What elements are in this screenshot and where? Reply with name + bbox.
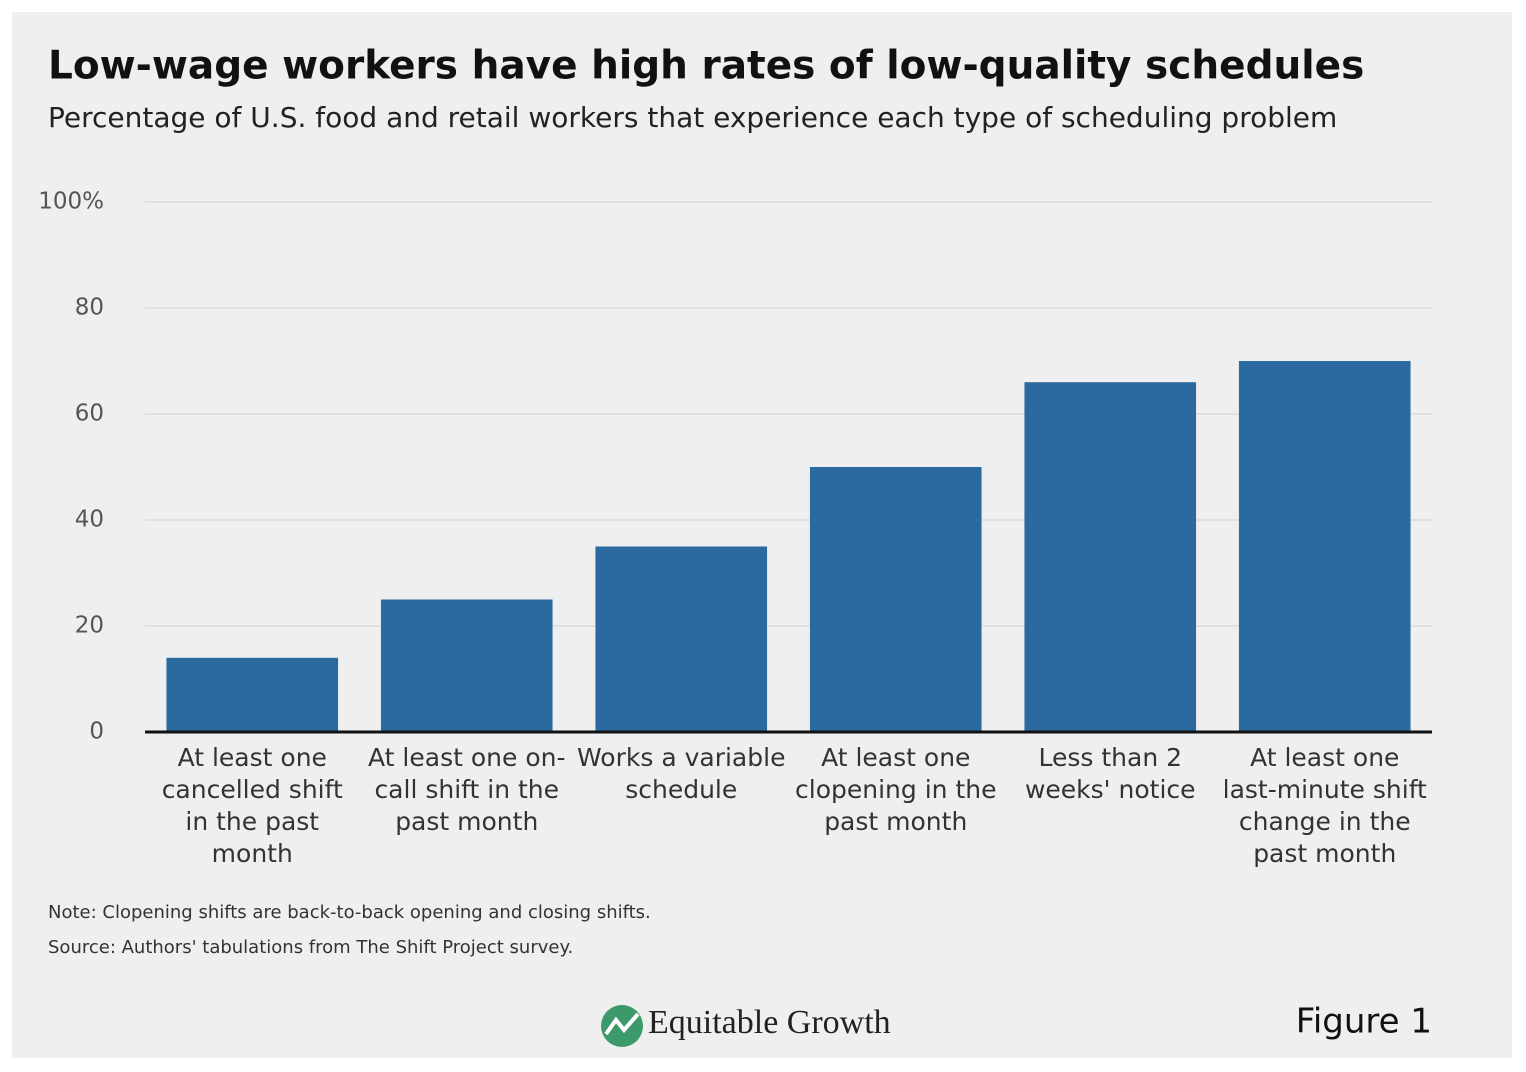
bar xyxy=(595,546,768,732)
x-tick-label: At least one cancelled shift in the past… xyxy=(161,743,343,868)
x-tick-label: At least one last-minute shift change in… xyxy=(1222,743,1427,868)
figure-label: Figure 1 xyxy=(1296,1002,1432,1042)
bar xyxy=(1024,382,1197,732)
y-tick-label: 100% xyxy=(38,189,104,215)
logo-icon xyxy=(601,1005,643,1047)
x-tick-label: Works a variable schedule xyxy=(577,743,786,804)
bar xyxy=(166,657,339,732)
y-tick-label: 0 xyxy=(89,719,104,745)
bar xyxy=(1238,361,1411,732)
chart-title: Low-wage workers have high rates of low-… xyxy=(48,44,1364,89)
y-tick-label: 40 xyxy=(75,507,104,533)
bar xyxy=(809,467,982,732)
y-tick-label: 80 xyxy=(75,295,104,321)
y-tick-label: 20 xyxy=(75,613,104,639)
y-tick-label: 60 xyxy=(75,401,104,427)
source: Source: Authors' tabulations from The Sh… xyxy=(48,937,573,958)
x-tick-label: Less than 2 weeks' notice xyxy=(1024,743,1196,804)
brand: Equitable Growth xyxy=(648,1004,891,1041)
chart-subtitle: Percentage of U.S. food and retail worke… xyxy=(48,101,1337,134)
x-tick-label: At least one clopening in the past month xyxy=(795,743,997,836)
note: Note: Clopening shifts are back-to-back … xyxy=(48,902,651,923)
bar xyxy=(380,599,553,732)
x-tick-label: At least one on-call shift in the past m… xyxy=(368,743,566,836)
